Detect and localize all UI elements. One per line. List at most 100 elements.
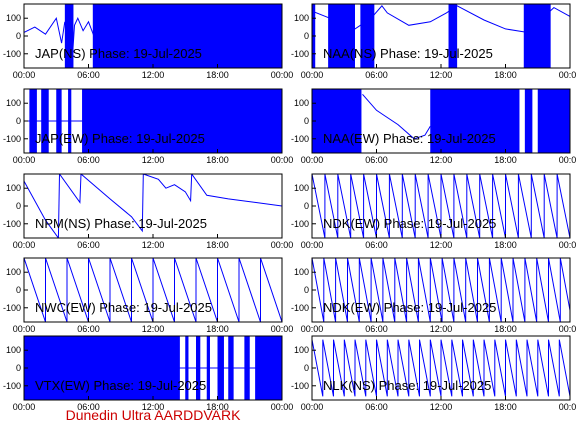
y-tick-label: 100 [6,98,21,108]
y-tick-label: 0 [16,116,21,126]
x-tick-label: 06:00 [77,155,100,165]
chart-title: NWC(EW) Phase: 19-Jul-2025 [35,300,212,315]
y-tick-label: 100 [6,183,21,193]
y-tick-label: 0 [304,31,309,41]
x-tick-label: 18:00 [206,402,229,412]
y-tick-label: -100 [3,134,21,144]
y-tick-label: 0 [304,116,309,126]
plot-area [312,339,570,397]
phase-trace [312,5,570,33]
filled-span [448,4,458,68]
plot-area [24,174,282,238]
chart-panel-6: 100 0 -100 00:00 06:00 12:00 18:00 00:00 NDK(EW)… [291,173,576,250]
chart-title: NPM(NS) Phase: 19-Jul-2025 [35,216,207,231]
phase-trace [362,93,431,140]
phase-trace [312,339,570,397]
x-tick-label: 18:00 [494,324,517,334]
x-tick-label: 00:00 [271,155,294,165]
filled-span [430,89,520,153]
x-tick-label: 18:00 [494,70,517,80]
plot-area [24,89,282,153]
plot-area [312,89,570,153]
x-tick-label: 06:00 [365,155,388,165]
y-tick-label: -100 [291,219,309,229]
x-tick-label: 00:00 [559,240,576,250]
x-tick-label: 06:00 [365,70,388,80]
x-tick-label: 06:00 [365,402,388,412]
x-tick-label: 06:00 [77,324,100,334]
y-tick-label: 100 [6,345,21,355]
x-tick-label: 00:00 [271,402,294,412]
x-tick-label: 12:00 [430,70,453,80]
plot-area [24,258,282,322]
filled-span [312,89,362,153]
chart-panel-1: 100 0 -100 00:00 06:00 12:00 18:00 00:00 JAP(NS)… [3,3,294,80]
y-tick-label: -100 [291,303,309,313]
x-tick-label: 00:00 [559,324,576,334]
plot-area [24,336,282,400]
x-tick-label: 00:00 [301,70,324,80]
y-tick-label: 0 [16,31,21,41]
chart-panel-8: 100 0 -100 00:00 06:00 12:00 18:00 00:00 NDK(EW)… [291,257,576,334]
x-tick-label: 00:00 [301,240,324,250]
filled-span [524,89,533,153]
y-tick-label: 100 [6,267,21,277]
y-tick-label: 100 [294,183,309,193]
x-tick-label: 00:00 [13,324,36,334]
credit-label: Dunedin Ultra AARDDVARK [66,407,241,423]
x-tick-label: 12:00 [142,70,165,80]
y-tick-label: 0 [16,363,21,373]
phase-trace [24,258,282,322]
x-tick-label: 00:00 [13,402,36,412]
x-tick-label: 12:00 [430,240,453,250]
y-tick-label: 0 [16,285,21,295]
x-tick-label: 00:00 [559,155,576,165]
plot-area [312,258,570,322]
chart-title: NLK(NS) Phase: 19-Jul-2025 [323,378,491,393]
y-tick-label: 0 [304,201,309,211]
x-tick-label: 00:00 [301,155,324,165]
chart-panel-9: 100 0 -100 00:00 06:00 12:00 18:00 00:00 VTX(EW)… [3,335,294,412]
x-tick-label: 00:00 [13,240,36,250]
y-tick-label: -100 [3,219,21,229]
plot-area [24,4,282,68]
x-tick-label: 12:00 [142,155,165,165]
y-tick-label: -100 [3,303,21,313]
x-tick-label: 12:00 [142,324,165,334]
chart-title: NDK(EW) Phase: 19-Jul-2025 [323,300,496,315]
x-tick-label: 06:00 [365,324,388,334]
x-tick-label: 12:00 [430,155,453,165]
x-tick-label: 12:00 [142,402,165,412]
x-tick-label: 00:00 [13,70,36,80]
x-tick-label: 00:00 [271,70,294,80]
x-tick-label: 00:00 [271,324,294,334]
chart-panel-2: 100 0 -100 00:00 06:00 12:00 18:00 00:00 NAA(NS)… [291,3,576,80]
x-tick-label: 18:00 [494,240,517,250]
chart-panel-5: 100 0 -100 00:00 06:00 12:00 18:00 00:00 NPM(NS)… [3,173,293,250]
y-tick-label: -100 [3,49,21,59]
y-tick-label: 100 [294,13,309,23]
x-tick-label: 18:00 [206,155,229,165]
x-tick-label: 18:00 [206,240,229,250]
chart-panel-3: 100 0 -100 00:00 06:00 12:00 18:00 00:00 JAP(EW)… [3,88,294,165]
chart-panels: 100 0 -100 00:00 06:00 12:00 18:00 00:00 JAP(NS)… [3,3,576,412]
chart-title: NDK(EW) Phase: 19-Jul-2025 [323,216,496,231]
chart-title: JAP(NS) Phase: 19-Jul-2025 [35,46,202,61]
chart-panel-4: 100 0 -100 00:00 06:00 12:00 18:00 00:00 NAA(EW)… [291,88,576,165]
y-tick-label: -100 [291,381,309,391]
chart-title: NAA(NS) Phase: 19-Jul-2025 [323,46,493,61]
x-tick-label: 00:00 [559,70,576,80]
chart-title: VTX(EW) Phase: 19-Jul-2025 [35,378,206,393]
x-tick-label: 06:00 [365,240,388,250]
filled-span [523,4,551,68]
phase-trace [312,174,570,238]
y-tick-label: -100 [291,49,309,59]
phase-trace [24,174,282,238]
chart-title: NAA(EW) Phase: 19-Jul-2025 [323,131,496,146]
x-tick-label: 12:00 [430,324,453,334]
y-tick-label: 100 [294,267,309,277]
y-tick-label: 0 [16,201,21,211]
y-tick-label: 100 [294,345,309,355]
x-tick-label: 06:00 [77,402,100,412]
filled-span [328,4,355,68]
